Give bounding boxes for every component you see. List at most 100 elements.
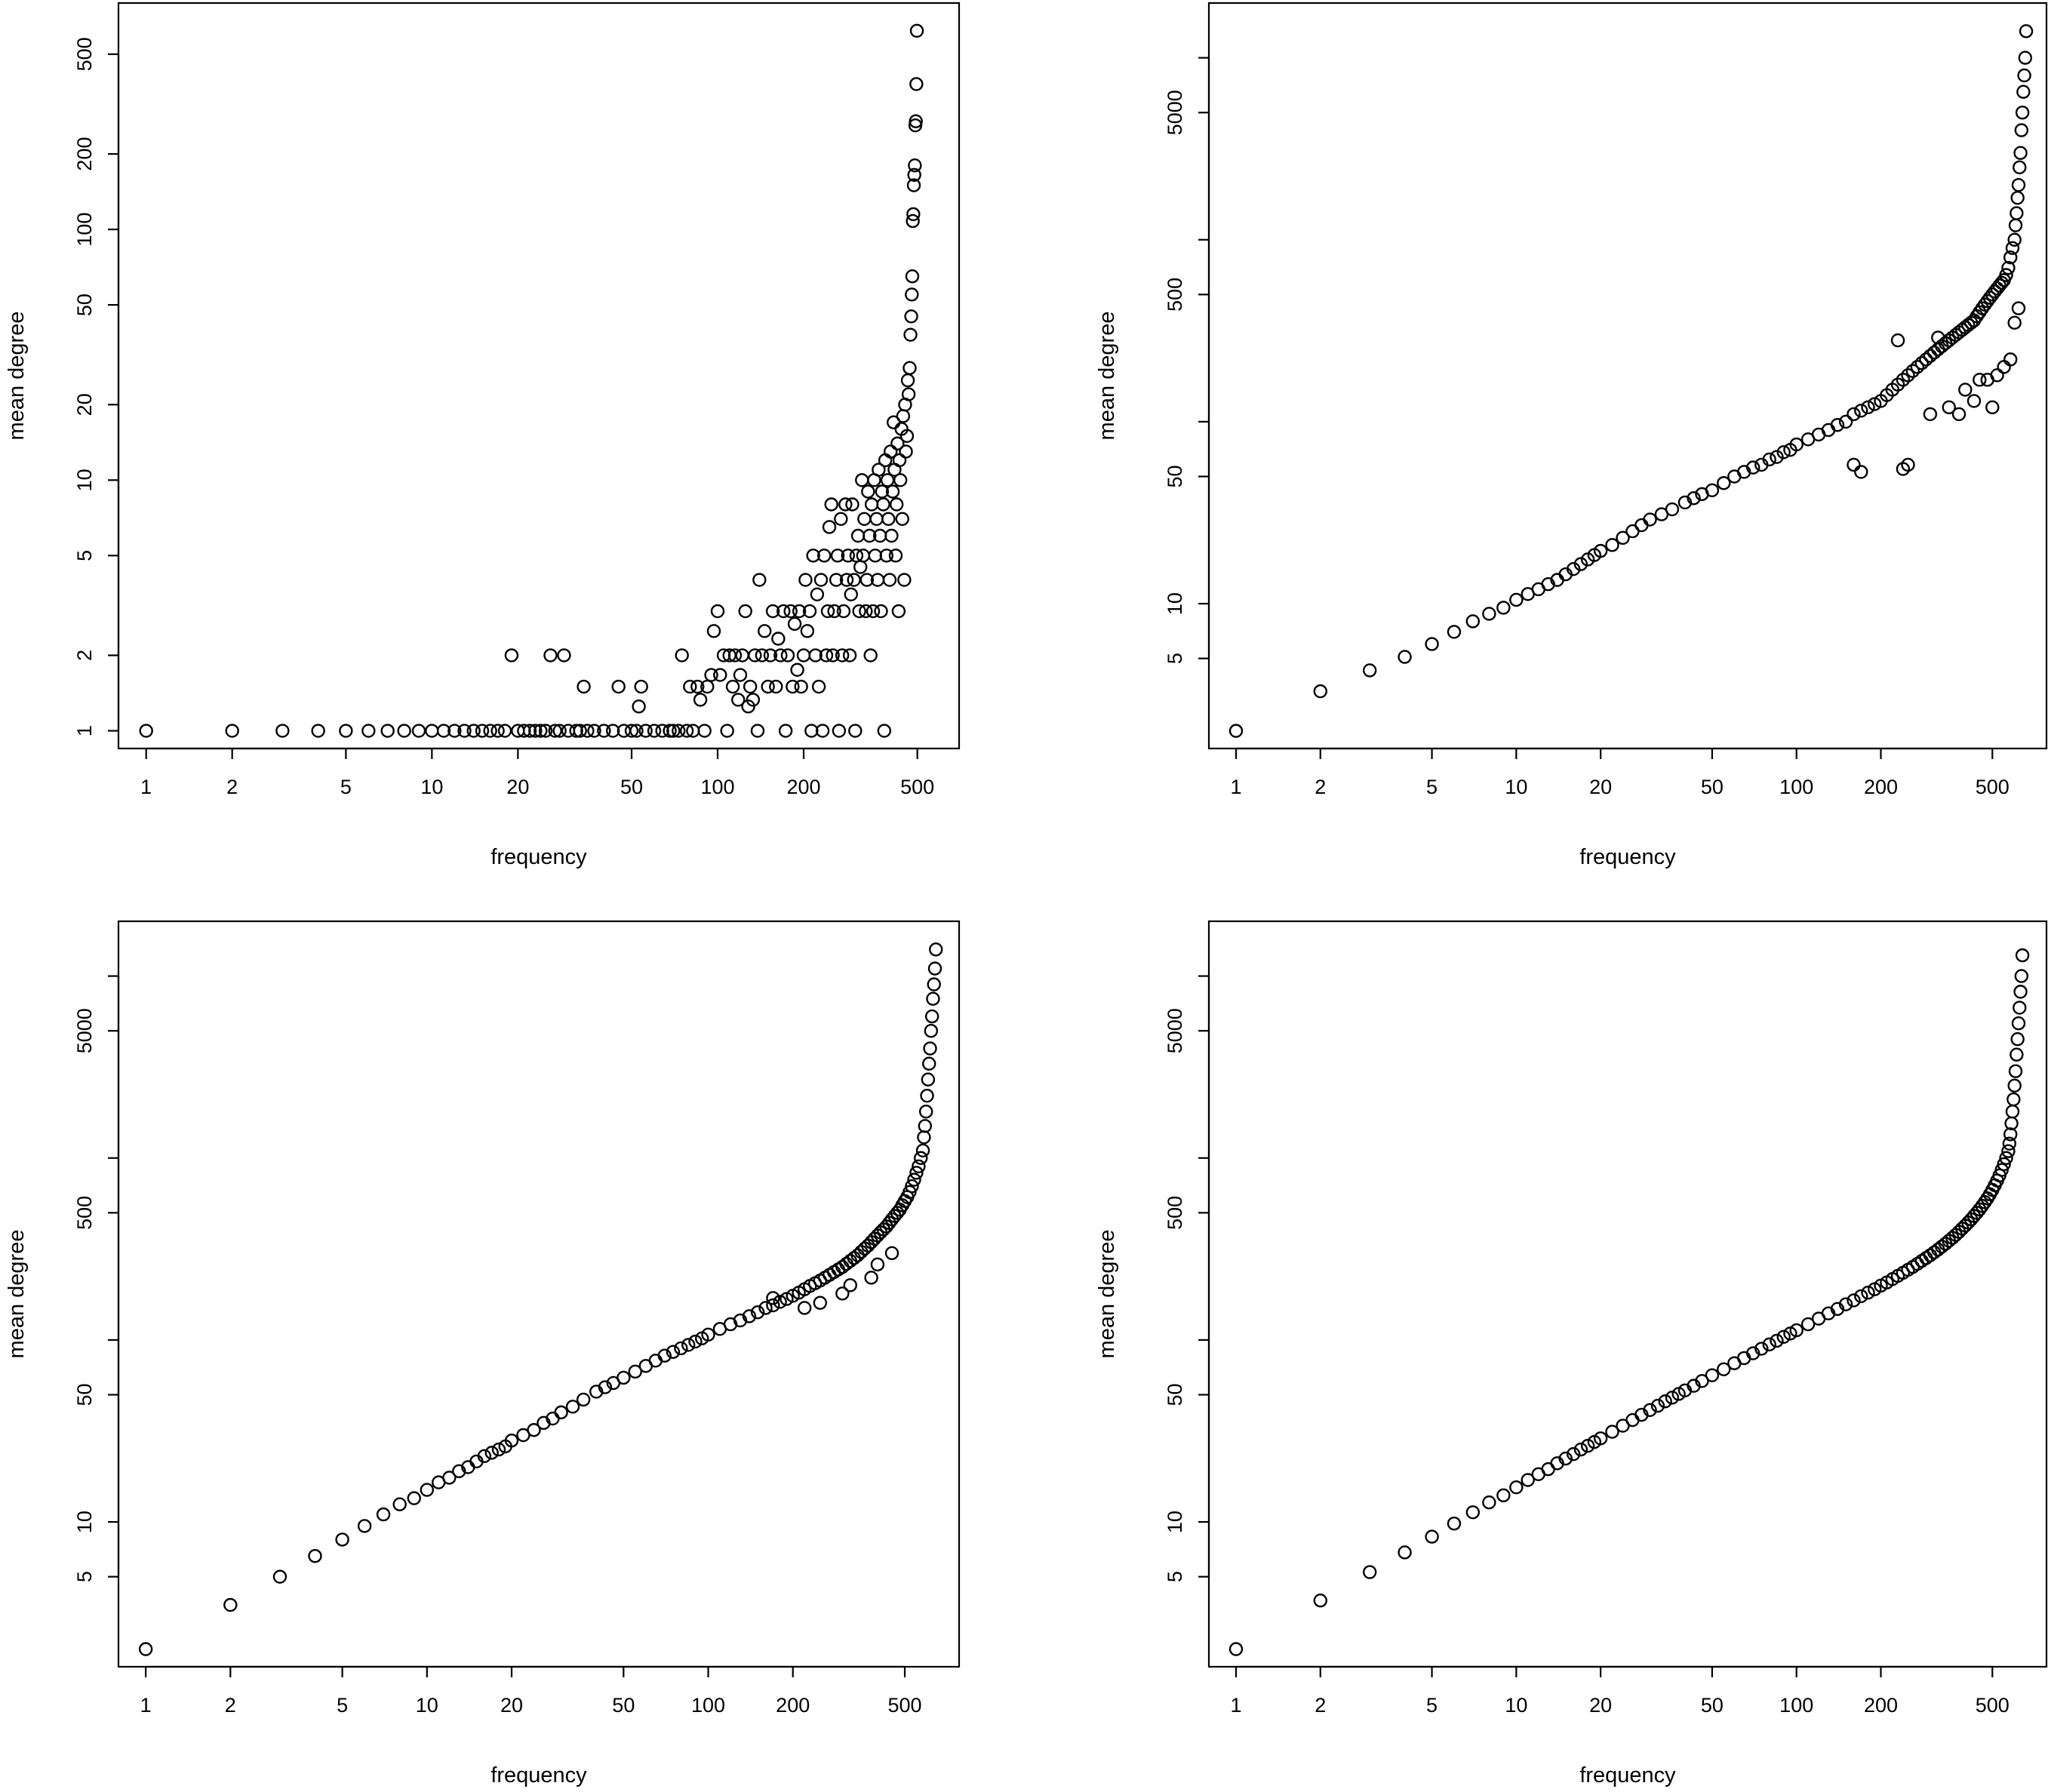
- data-point: [675, 648, 689, 662]
- data-point: [884, 528, 899, 543]
- data-point: [672, 724, 686, 738]
- x-tick-label: 200: [786, 776, 820, 798]
- data-point: [483, 724, 497, 738]
- data-point: [2013, 1001, 2027, 1015]
- data-point: [731, 693, 746, 707]
- x-tick-label: 10: [1505, 1694, 1527, 1717]
- data-point: [859, 604, 873, 619]
- data-point: [420, 1483, 435, 1497]
- data-point: [1362, 1565, 1377, 1579]
- data-point: [834, 512, 848, 526]
- data-point: [1593, 1431, 1608, 1446]
- data-point: [921, 1072, 936, 1087]
- x-tick-label: 2: [1315, 1694, 1326, 1717]
- x-tick-label: 50: [1701, 1694, 1724, 1717]
- data-point: [1901, 368, 1915, 383]
- data-point: [1951, 407, 1967, 422]
- data-point: [452, 1464, 466, 1479]
- data-point: [580, 724, 595, 738]
- y-tick-label: 10: [73, 469, 96, 491]
- data-point: [1914, 356, 1929, 370]
- data-point: [778, 724, 793, 738]
- data-point: [794, 679, 808, 694]
- data-point: [906, 214, 920, 229]
- data-point: [411, 724, 426, 738]
- data-point: [863, 528, 877, 543]
- data-point: [2013, 985, 2028, 999]
- data-point: [335, 1532, 349, 1547]
- data-point: [755, 648, 770, 662]
- data-point: [1919, 352, 1933, 367]
- data-point: [1776, 1329, 1791, 1345]
- data-point: [742, 1309, 757, 1323]
- data-point: [1905, 364, 1920, 378]
- data-point: [557, 648, 571, 662]
- data-point: [2015, 105, 2030, 120]
- data-point: [477, 1449, 492, 1464]
- data-point: [903, 327, 918, 342]
- y-tick-label: 10: [1164, 1511, 1186, 1533]
- data-point: [929, 942, 943, 957]
- x-axis-title: frequency: [490, 1763, 587, 1787]
- data-point: [1762, 1337, 1776, 1352]
- data-point: [1985, 400, 2000, 415]
- data-point: [2010, 206, 2024, 220]
- data-point: [832, 724, 847, 738]
- data-point: [1566, 1446, 1581, 1462]
- x-tick-label: 50: [1701, 776, 1724, 798]
- x-tick-label: 1: [1230, 776, 1241, 798]
- data-point: [889, 497, 904, 512]
- data-point: [845, 497, 859, 512]
- data-point: [2007, 1078, 2022, 1093]
- data-point: [2010, 1032, 2025, 1047]
- data-point: [657, 1348, 672, 1363]
- data-point: [786, 679, 800, 694]
- data-point: [863, 648, 878, 662]
- x-tick-label: 10: [1505, 776, 1527, 798]
- data-point: [632, 699, 646, 714]
- data-point: [497, 724, 512, 738]
- data-point: [817, 549, 832, 563]
- data-point: [743, 679, 758, 694]
- data-point: [2016, 85, 2031, 99]
- data-point: [1838, 1297, 1853, 1311]
- data-point: [606, 724, 620, 738]
- data-point: [912, 1159, 926, 1173]
- x-tick-label: 20: [1589, 1694, 1612, 1717]
- y-tick-label: 5: [73, 1571, 96, 1582]
- data-point: [891, 604, 906, 619]
- x-tick-label: 50: [620, 776, 643, 798]
- data-point: [663, 724, 677, 738]
- data-point: [748, 648, 762, 662]
- data-point: [1854, 1289, 1868, 1304]
- data-point: [1770, 1333, 1784, 1348]
- data-point: [475, 724, 490, 738]
- x-tick-label: 200: [1864, 1694, 1898, 1717]
- x-tick-label: 500: [1976, 776, 2010, 798]
- data-point: [1847, 1293, 1861, 1308]
- x-tick-label: 2: [225, 1694, 236, 1717]
- data-point: [905, 269, 920, 284]
- data-point: [881, 512, 896, 526]
- data-point: [573, 724, 587, 738]
- x-tick-label: 2: [1315, 776, 1326, 798]
- data-point: [1910, 360, 1925, 374]
- data-point: [766, 1298, 780, 1313]
- data-point: [1687, 491, 1701, 506]
- data-point: [681, 1338, 696, 1352]
- data-point: [829, 573, 844, 587]
- x-tick-label: 5: [340, 776, 352, 798]
- data-point: [1999, 1151, 2013, 1165]
- data-point: [1313, 1593, 1327, 1608]
- data-point: [1616, 530, 1630, 546]
- data-point: [2001, 1144, 2016, 1158]
- data-point: [1593, 543, 1608, 558]
- data-point: [1496, 601, 1511, 615]
- y-tick-label: 5: [73, 550, 96, 561]
- data-point: [598, 1380, 613, 1394]
- x-tick-label: 100: [700, 776, 734, 798]
- data-point: [628, 1364, 642, 1379]
- data-point: [813, 573, 829, 587]
- data-point: [1558, 1451, 1573, 1466]
- data-point: [1861, 400, 1875, 415]
